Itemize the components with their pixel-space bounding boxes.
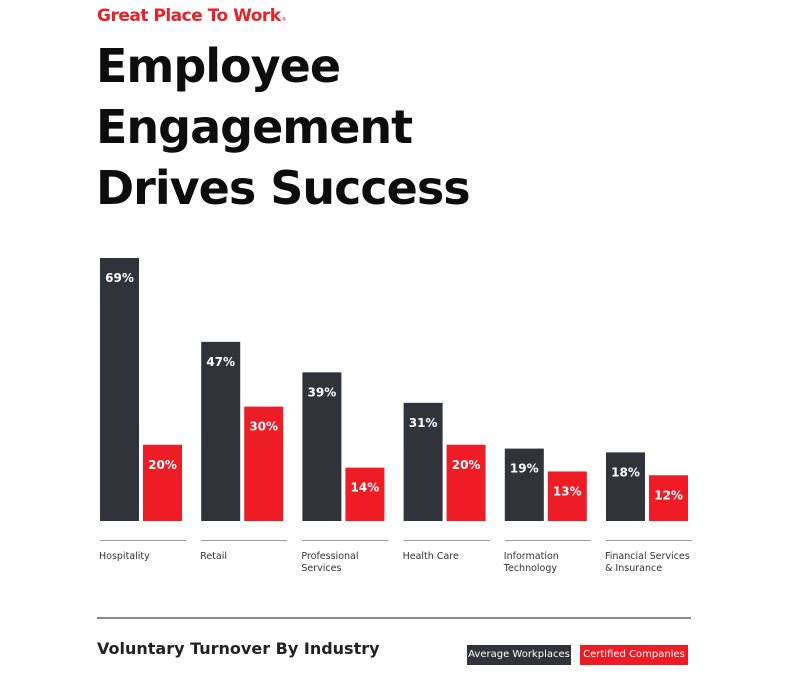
bar-average-workplaces-retail — [201, 341, 241, 521]
category-label-professional-services: Services — [301, 563, 341, 574]
data-label-certified-companies-professional-services: 14% — [351, 481, 380, 495]
category-label-retail: Retail — [200, 551, 227, 562]
bar-average-workplaces-hospitality — [100, 258, 139, 521]
bar-average-workplaces-professional-services — [302, 372, 342, 521]
brand-name: Great Place To Work — [97, 6, 281, 26]
headline-line-3: Drives Success — [96, 161, 471, 215]
headline-line-1: Employee — [96, 39, 341, 93]
category-label-health-care: Health Care — [403, 551, 459, 562]
registered-mark: ® — [281, 17, 287, 23]
category-label-information-technology: Information — [504, 551, 559, 562]
brand-logo: Great Place To Work® — [97, 6, 287, 26]
bar-average-workplaces-health-care — [403, 402, 443, 521]
category-label-professional-services: Professional — [301, 551, 358, 562]
bar-average-workplaces-information-technology — [504, 448, 544, 521]
data-label-average-workplaces-professional-services: 39% — [308, 385, 337, 399]
data-label-average-workplaces-retail: 47% — [206, 355, 235, 369]
bar-certified-companies-retail — [244, 406, 284, 521]
data-label-average-workplaces-financial-services-insurance: 18% — [611, 465, 640, 479]
data-label-average-workplaces-hospitality: 69% — [105, 271, 134, 285]
bar-average-workplaces-financial-services-insurance — [606, 452, 645, 521]
category-label-information-technology: Technology — [503, 563, 558, 574]
category-label-hospitality: Hospitality — [99, 551, 150, 562]
bar-certified-companies-health-care — [446, 444, 486, 521]
data-label-average-workplaces-information-technology: 19% — [510, 462, 539, 476]
data-label-certified-companies-hospitality: 20% — [148, 458, 177, 472]
data-label-average-workplaces-health-care: 31% — [409, 416, 438, 430]
category-label-financial-services-insurance: Financial Services — [605, 551, 690, 562]
data-label-certified-companies-health-care: 20% — [452, 458, 481, 472]
bar-certified-companies-financial-services-insurance — [649, 475, 688, 521]
footer-divider — [97, 617, 691, 619]
data-label-certified-companies-financial-services-insurance: 12% — [654, 488, 683, 502]
headline-line-2: Engagement — [96, 100, 413, 154]
data-label-certified-companies-retail: 30% — [249, 420, 278, 434]
data-label-certified-companies-information-technology: 13% — [553, 484, 582, 498]
chart-title: Voluntary Turnover By Industry — [97, 639, 380, 658]
bar-certified-companies-professional-services — [345, 467, 385, 521]
category-label-financial-services-insurance: & Insurance — [605, 563, 662, 574]
page-headline: Employee Engagement Drives Success — [96, 36, 736, 219]
legend-certified-companies: Certified Companies — [580, 645, 688, 665]
bar-certified-companies-information-technology — [547, 471, 587, 521]
legend-average-workplaces: Average Workplaces — [467, 645, 571, 665]
bar-certified-companies-hospitality — [143, 444, 182, 521]
